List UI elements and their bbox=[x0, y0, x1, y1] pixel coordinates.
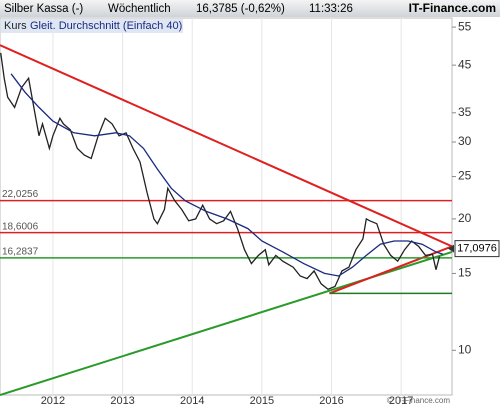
x-tick-label: 2016 bbox=[319, 395, 343, 407]
x-tick-label: 2015 bbox=[250, 395, 274, 407]
y-tick-label: 55 bbox=[458, 19, 472, 33]
last-marker bbox=[448, 244, 454, 253]
y-tick-label: 45 bbox=[458, 57, 472, 71]
header-bar bbox=[0, 0, 500, 17]
level-label: 16,2837 bbox=[2, 247, 39, 258]
x-tick-label: 2017 bbox=[389, 395, 413, 407]
trend-line bbox=[0, 44, 453, 248]
level-label: 22,0256 bbox=[2, 189, 39, 200]
x-tick-label: 2013 bbox=[110, 395, 134, 407]
last-label: 17,0976 bbox=[457, 243, 497, 255]
time: 11:33:26 bbox=[309, 3, 353, 15]
title: Silber Kassa (-) bbox=[4, 3, 83, 15]
y-tick-label: 25 bbox=[458, 169, 472, 183]
y-tick-label: 15 bbox=[458, 266, 472, 280]
legend-bg bbox=[1, 19, 183, 33]
period: Wöchentlich bbox=[108, 3, 171, 15]
y-tick-label: 10 bbox=[458, 342, 472, 356]
last-box bbox=[454, 240, 500, 258]
y-tick-label: 35 bbox=[458, 105, 472, 119]
quote: 16,3785 (-0,62%) bbox=[196, 3, 285, 15]
brand: IT-Finance.com bbox=[409, 1, 496, 15]
level-label: 18,6006 bbox=[2, 221, 39, 232]
x-tick-label: 2014 bbox=[180, 395, 204, 407]
series-line bbox=[10, 73, 444, 277]
y-tick-label: 20 bbox=[458, 211, 472, 225]
footer: © IT-Finance.com bbox=[387, 396, 451, 405]
series-line bbox=[0, 52, 441, 290]
x-tick-label: 2012 bbox=[41, 395, 65, 407]
y-tick-label: 30 bbox=[458, 134, 472, 148]
plot-frame bbox=[0, 17, 453, 396]
legend-entry: Kurs bbox=[4, 20, 27, 32]
legend-entry: Gleit. Durchschnitt (Einfach 40) bbox=[30, 20, 182, 32]
